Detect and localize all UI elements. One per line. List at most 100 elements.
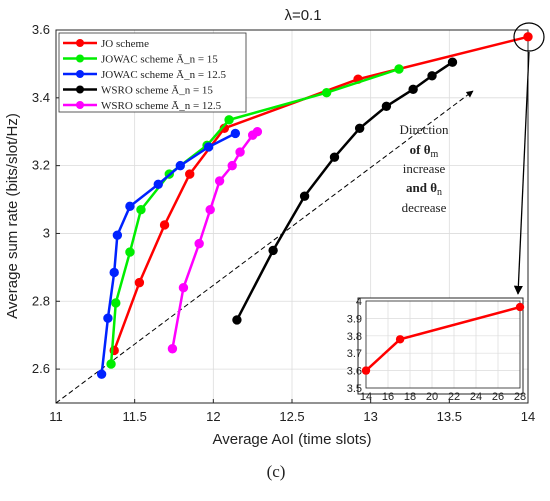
data-point	[447, 57, 458, 67]
data-point	[354, 123, 365, 134]
inset-series	[361, 302, 525, 375]
data-point	[227, 160, 237, 171]
data-point	[235, 147, 245, 157]
annotation-sub-n: n	[437, 187, 442, 198]
inset-data-point	[515, 302, 525, 312]
legend-swatch-marker	[76, 39, 84, 47]
data-point	[203, 142, 214, 152]
annotation-line-2-text: of θ	[410, 142, 431, 157]
data-point	[103, 313, 113, 323]
y-tick-label: 3.4	[32, 90, 50, 105]
y-tick-label: 3.6	[32, 22, 50, 37]
data-point	[224, 115, 234, 125]
data-point	[321, 88, 332, 98]
inset-x-tick-label: 22	[448, 391, 460, 403]
series-line	[171, 130, 259, 349]
legend-label: JOWAC scheme Ā_n = 15	[101, 54, 218, 66]
data-point	[185, 169, 195, 179]
data-point	[381, 101, 392, 111]
inset-grid	[365, 300, 521, 389]
data-point	[111, 298, 121, 308]
inset-y-tick-label: 3.6	[347, 366, 362, 378]
legend-swatch-marker	[76, 70, 84, 78]
x-tick-label: 12	[206, 409, 220, 424]
inset-series-0	[361, 302, 525, 375]
data-point	[205, 205, 215, 215]
inset-data-point	[361, 366, 371, 375]
inset-ticks: 14 16 18 20 22 24 26 28 3.5 3.6 3.7 3.8 3.9 4	[347, 296, 526, 403]
series-3	[232, 57, 458, 325]
data-point	[136, 205, 146, 215]
inset-x-tick-label: 16	[382, 391, 394, 403]
x-tick-label: 13	[363, 409, 377, 424]
legend-label: WSRO scheme Ā_n = 15	[101, 85, 213, 97]
direction-arrow	[55, 90, 474, 404]
inset-y-tick-label: 3.5	[347, 383, 362, 395]
inset-x-tick-label: 24	[470, 391, 482, 403]
legend-swatch-marker	[76, 85, 84, 94]
data-point	[106, 359, 116, 369]
legend-label: JO scheme	[101, 38, 149, 50]
data-point	[175, 160, 185, 171]
legend-box	[58, 32, 247, 113]
annotation-line-1: Direction	[399, 122, 449, 137]
caption: (c)	[267, 462, 286, 481]
data-point	[159, 220, 170, 230]
data-point	[178, 283, 189, 293]
chart-title: λ=0.1	[284, 7, 321, 24]
y-tick-label: 2.6	[32, 361, 50, 376]
data-point	[109, 267, 119, 278]
zoom-circle	[513, 22, 545, 52]
annotation-line-4-text: and θ	[406, 180, 437, 195]
inset-y-tick-label: 3.8	[347, 331, 362, 343]
inset-y-tick-label: 4	[356, 296, 362, 308]
inset-x-tick-label: 14	[360, 391, 372, 403]
data-point	[268, 245, 278, 256]
y-axis-label: Average sum rate (bits/slot/Hz)	[4, 113, 21, 319]
data-point	[252, 127, 263, 137]
series-4	[167, 127, 263, 354]
direction-annotation: Direction of θm increase and θn decrease	[399, 122, 449, 215]
inset-data-point	[395, 335, 405, 344]
data-point	[153, 179, 163, 189]
data-point	[134, 277, 145, 288]
x-axis-label: Average AoI (time slots)	[213, 431, 372, 448]
data-point	[523, 32, 533, 42]
inset-y-tick-label: 3.9	[347, 313, 362, 325]
data-point	[214, 176, 225, 186]
x-tick-label: 14	[521, 409, 535, 424]
annotation-line-4: and θn	[406, 180, 442, 198]
legend-swatch-marker	[76, 54, 84, 63]
legend: JO scheme JOWAC scheme Ā_n = 15 JOWAC sche…	[58, 32, 247, 113]
inset: 14 16 18 20 22 24 26 28 3.5 3.6 3.7 3.8 3.9 4	[347, 296, 526, 403]
data-point	[194, 238, 204, 249]
series-layer	[96, 32, 533, 379]
x-tick-label: 11	[49, 409, 63, 424]
inset-y-tick-label: 3.7	[347, 348, 362, 360]
annotation-line-2: of θm	[410, 142, 439, 160]
legend-label: WSRO scheme Ā_n = 12.5	[101, 100, 222, 112]
data-point	[125, 201, 135, 212]
x-ticks: 11 11.5 12 12.5 13 13.5 14	[49, 399, 535, 424]
data-point	[96, 369, 107, 379]
data-point	[299, 191, 310, 201]
y-ticks: 2.6 2.8 3 3.2 3.4 3.6	[32, 22, 60, 376]
data-point	[112, 230, 123, 240]
data-point	[329, 152, 340, 162]
data-point	[167, 344, 178, 354]
zoom-arrow	[513, 51, 530, 295]
inset-x-tick-label: 28	[514, 391, 526, 403]
inset-x-tick-label: 26	[492, 391, 504, 403]
inset-x-tick-label: 18	[404, 391, 416, 403]
y-tick-label: 3.2	[32, 158, 50, 173]
data-point	[230, 128, 241, 139]
annotation-sub-m: m	[431, 149, 439, 160]
data-point	[427, 71, 437, 81]
data-point	[394, 64, 404, 74]
annotation-line-5: decrease	[402, 200, 447, 215]
x-tick-label: 12.5	[279, 409, 304, 424]
x-tick-label: 13.5	[437, 409, 462, 424]
legend-swatch-marker	[76, 101, 84, 109]
